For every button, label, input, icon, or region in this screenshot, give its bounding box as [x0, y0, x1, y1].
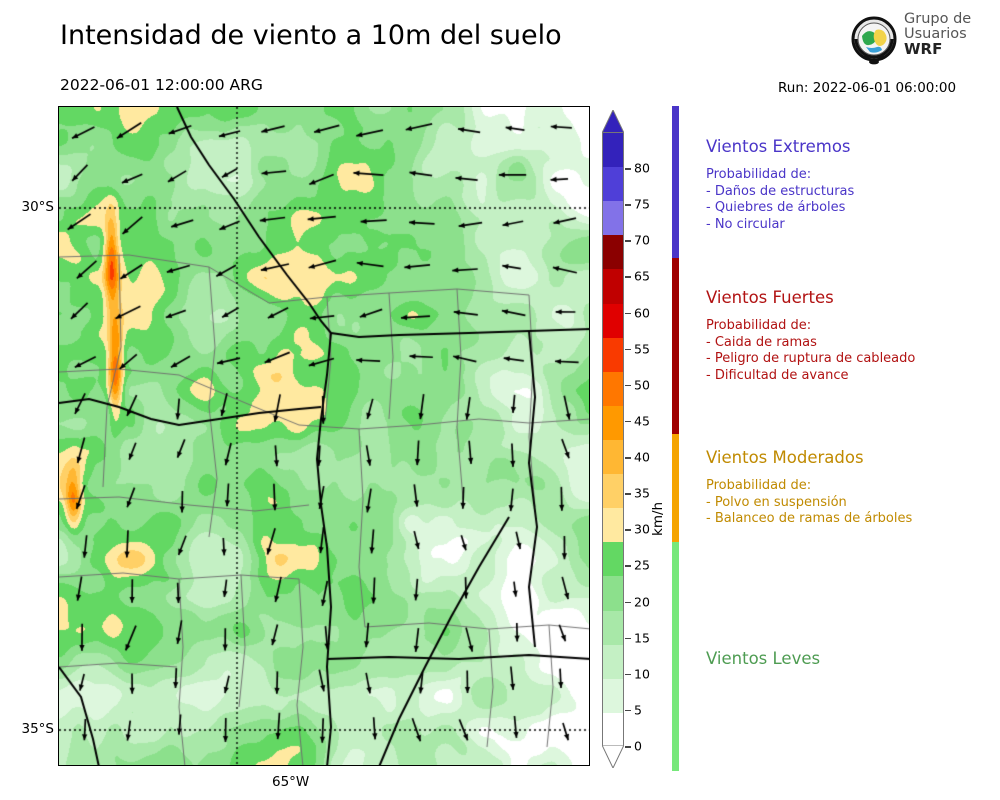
lat-label-35s: 35°S	[21, 721, 55, 737]
colorbar-band	[603, 235, 623, 270]
colorbar-band	[603, 542, 623, 577]
legend-detail-item: - Polvo en suspensión	[706, 494, 847, 510]
colorbar-tick	[625, 276, 631, 278]
colorbar-tick-label: 75	[634, 196, 650, 212]
colorbar-tick-label: 55	[634, 341, 650, 357]
colorbar-tick	[625, 420, 631, 423]
legend-category-details: Probabilidad de: - Daños de estructuras - …	[706, 167, 996, 234]
run-time-label: Run: 2022-06-01 06:00:00	[778, 80, 957, 96]
legend-detail-item: - Daños de estructuras	[706, 183, 855, 199]
colorbar-tick-label: 25	[634, 557, 650, 573]
colorbar-tick-label: 20	[634, 594, 650, 610]
colorbar-band	[603, 405, 623, 440]
colorbar-tick-label: 60	[634, 305, 650, 321]
colorbar-extend-low-icon	[602, 745, 624, 768]
colorbar-tick-label: 80	[634, 160, 650, 176]
colorbar-tick	[625, 168, 631, 170]
legend-category: Vientos Extremos Probabilidad de: - Daños …	[706, 137, 996, 234]
legend-detail-item: - Dificultad de avance	[706, 367, 849, 383]
colorbar-tick-label: 70	[634, 232, 650, 248]
logo-line-3: WRF	[904, 40, 943, 59]
colorbar-tick	[625, 529, 631, 531]
logo-line-2: Usuarios	[904, 26, 967, 43]
colorbar-tick-label: 15	[634, 630, 650, 646]
legend-category-title: Vientos Leves	[706, 649, 821, 668]
legend-color-strip	[672, 542, 679, 771]
colorbar-tick-label: 65	[634, 268, 650, 284]
colorbar-extend-high-icon	[602, 110, 624, 133]
colorbar-tick-label: 45	[634, 413, 650, 429]
map-raster	[59, 107, 589, 765]
legend-category-details: Probabilidad de: - Caida de ramas - Peligr…	[706, 318, 996, 385]
colorbar-band	[603, 167, 623, 202]
severity-legend: Vientos Extremos Probabilidad de: - Daños …	[672, 106, 1000, 771]
colorbar-band	[603, 303, 623, 338]
legend-color-strip	[672, 434, 679, 542]
colorbar-band	[603, 576, 623, 611]
legend-category-title: Vientos Extremos	[706, 137, 851, 156]
colorbar-gradient	[602, 132, 624, 747]
legend-detail-heading: Probabilidad de:	[706, 167, 812, 182]
colorbar-band	[603, 508, 623, 543]
legend-category: Vientos Moderados Probabilidad de: - Polvo…	[706, 448, 996, 528]
legend-category-details: Probabilidad de: - Polvo en suspensión - B…	[706, 478, 996, 528]
lon-label-65w: 65°W	[272, 774, 310, 790]
colorbar-tick	[625, 348, 631, 351]
colorbar-tick	[625, 673, 631, 676]
colorbar-tick-label: 5	[634, 702, 642, 718]
colorbar-band	[603, 337, 623, 372]
logo-text: Grupo de Usuarios WRF	[904, 11, 996, 59]
colorbar-tick	[625, 601, 631, 604]
colorbar-tick	[625, 312, 631, 315]
wrf-logo: Grupo de Usuarios WRF	[848, 11, 996, 70]
colorbar-band	[603, 371, 623, 406]
colorbar-band	[603, 678, 623, 713]
colorbar-band	[603, 644, 623, 679]
legend-detail-heading: Probabilidad de:	[706, 318, 812, 333]
legend-category: Vientos Leves	[706, 649, 996, 679]
colorbar-tick	[625, 384, 631, 387]
page-title: Intensidad de viento a 10m del suelo	[60, 20, 562, 51]
legend-category-title: Vientos Moderados	[706, 448, 864, 467]
wind-speed-map[interactable]	[58, 106, 590, 766]
colorbar-unit-label: km/h	[650, 501, 666, 536]
colorbar-tick	[625, 493, 631, 495]
valid-time-label: 2022-06-01 12:00:00 ARG	[60, 76, 263, 94]
colorbar-tick-label: 50	[634, 377, 650, 393]
legend-category: Vientos Fuertes Probabilidad de: - Caida d…	[706, 288, 996, 385]
colorbar-band	[603, 610, 623, 645]
legend-detail-item: - Peligro de ruptura de cableado	[706, 351, 916, 367]
colorbar-band	[603, 269, 623, 304]
globe-emblem-icon	[851, 16, 897, 65]
colorbar-tick	[625, 637, 631, 640]
legend-detail-item: - No circular	[706, 216, 785, 232]
legend-color-strip	[672, 258, 679, 434]
legend-detail-item: - Balanceo de ramas de árboles	[706, 511, 913, 527]
colorbar-band	[603, 439, 623, 475]
colorbar-tick	[625, 240, 631, 242]
legend-detail-heading: Probabilidad de:	[706, 478, 812, 493]
legend-detail-item: - Caida de ramas	[706, 334, 817, 350]
colorbar-tick-label: 40	[634, 449, 650, 465]
colorbar-tick	[625, 709, 631, 712]
colorbar-tick	[625, 746, 631, 748]
legend-detail-item: - Quiebres de árboles	[706, 200, 846, 216]
colorbar-band	[603, 133, 623, 168]
colorbar-tick-label: 10	[634, 666, 650, 682]
colorbar-tick-label: 0	[634, 738, 642, 754]
colorbar: 0 5 10 15 20 25 30 35 40 45 50 55 60 65 70 75 80 km/h	[598, 106, 678, 771]
colorbar-tick	[625, 204, 631, 206]
legend-category-title: Vientos Fuertes	[706, 288, 834, 307]
colorbar-tick	[625, 457, 631, 459]
colorbar-band	[603, 712, 623, 747]
colorbar-tick-label: 30	[634, 521, 650, 537]
colorbar-tick	[625, 565, 631, 567]
logo-line-1: Grupo de	[904, 11, 972, 27]
lat-label-30s: 30°S	[21, 199, 55, 215]
colorbar-band	[603, 201, 623, 236]
legend-color-strip	[672, 106, 679, 258]
colorbar-tick-label: 35	[634, 485, 650, 501]
colorbar-band	[603, 474, 623, 509]
